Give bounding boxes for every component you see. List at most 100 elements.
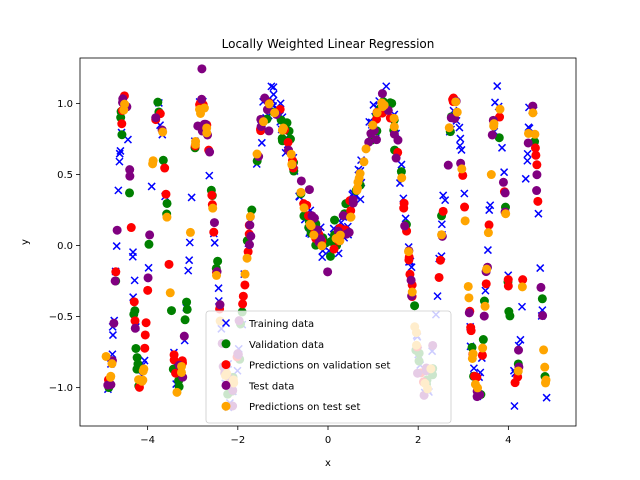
data-point — [528, 108, 538, 118]
data-point — [481, 286, 490, 295]
chart-title: Locally Weighted Linear Regression — [222, 37, 435, 51]
data-point — [221, 380, 231, 390]
data-point — [377, 98, 387, 108]
data-point — [472, 392, 482, 402]
data-point — [483, 228, 493, 238]
data-point — [125, 165, 135, 175]
data-point — [107, 359, 117, 369]
data-point — [205, 147, 215, 157]
data-point — [446, 113, 456, 123]
data-point — [246, 231, 256, 241]
data-point — [397, 173, 407, 183]
data-point — [208, 203, 218, 213]
data-point — [518, 275, 528, 285]
data-point — [109, 318, 119, 328]
data-point — [257, 138, 266, 147]
data-point — [110, 276, 120, 286]
data-point — [286, 149, 296, 159]
data-point — [145, 230, 155, 240]
data-point — [441, 196, 450, 205]
data-point — [495, 104, 505, 114]
data-point — [305, 219, 315, 229]
y-tick-label: 0.5 — [57, 170, 73, 181]
data-point — [153, 97, 163, 107]
legend-label: Test data — [248, 381, 294, 392]
data-point — [117, 119, 127, 129]
data-point — [532, 160, 542, 170]
data-point — [464, 308, 474, 318]
data-point — [125, 171, 135, 181]
data-point — [179, 331, 189, 341]
data-point — [523, 149, 532, 158]
data-point — [180, 315, 190, 325]
data-point — [317, 241, 327, 251]
data-point — [160, 163, 170, 173]
data-point — [484, 220, 494, 230]
y-tick-label: 0.0 — [57, 241, 73, 252]
data-point — [404, 247, 414, 257]
data-point — [258, 117, 268, 127]
data-point — [130, 316, 140, 326]
data-point — [112, 225, 122, 235]
data-point — [111, 267, 121, 277]
data-point — [460, 189, 469, 198]
data-point — [264, 126, 274, 136]
data-point — [523, 156, 532, 165]
data-point — [196, 108, 206, 118]
data-point — [144, 263, 153, 272]
data-point — [464, 293, 474, 303]
data-point — [140, 343, 150, 353]
data-point — [477, 350, 487, 360]
data-point — [407, 287, 417, 297]
legend-label: Validation data — [249, 340, 324, 351]
data-point — [437, 230, 447, 240]
data-point — [530, 143, 540, 153]
data-point — [162, 198, 172, 208]
data-point — [531, 150, 541, 160]
data-point — [143, 273, 153, 283]
data-point — [348, 198, 358, 208]
data-point — [338, 211, 348, 221]
data-point — [452, 107, 462, 117]
data-point — [344, 227, 354, 237]
data-point — [185, 227, 195, 237]
data-point — [330, 215, 340, 225]
data-point — [482, 264, 492, 274]
data-point — [144, 239, 154, 249]
data-point — [252, 149, 262, 159]
data-point — [389, 129, 399, 139]
data-point — [184, 266, 193, 275]
data-point — [451, 97, 461, 107]
data-point — [197, 64, 207, 74]
data-point — [455, 123, 464, 132]
data-point — [503, 275, 513, 285]
data-point — [115, 157, 124, 166]
legend-label: Predictions on validation set — [249, 361, 390, 372]
data-point — [128, 248, 138, 257]
data-point — [108, 331, 117, 340]
data-point — [115, 149, 124, 158]
data-point — [221, 401, 231, 411]
data-point — [500, 168, 509, 177]
x-tick-label: −2 — [230, 435, 245, 446]
data-point — [244, 240, 254, 250]
y-tick-label: −1.0 — [49, 383, 73, 394]
data-point — [523, 138, 533, 148]
data-point — [406, 275, 416, 285]
data-point — [460, 216, 470, 226]
data-point — [120, 99, 130, 109]
data-point — [269, 83, 278, 92]
data-point — [498, 177, 508, 187]
data-point — [240, 280, 250, 290]
data-point — [267, 82, 276, 91]
data-point — [112, 242, 121, 251]
x-axis-label: x — [325, 458, 331, 469]
data-point — [438, 206, 448, 216]
data-point — [221, 360, 231, 370]
data-point — [517, 282, 527, 292]
data-point — [270, 108, 280, 118]
data-point — [361, 144, 371, 154]
data-point — [513, 366, 523, 376]
data-point — [389, 122, 399, 132]
data-point — [479, 311, 489, 321]
